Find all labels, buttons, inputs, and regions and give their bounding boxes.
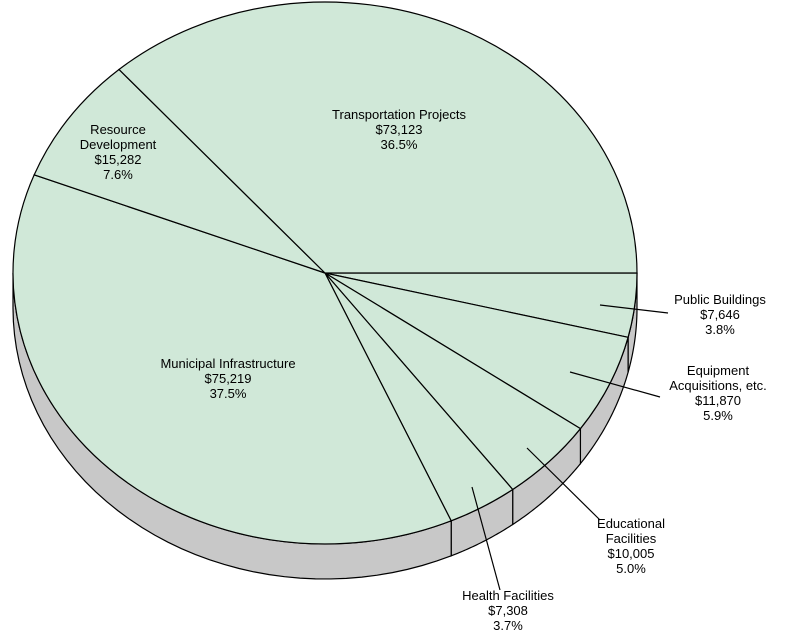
category: Health Facilities — [462, 588, 554, 603]
leader-line — [599, 304, 669, 314]
value-label: $7,308 — [488, 603, 528, 618]
value-label: $7,646 — [700, 307, 740, 322]
percentage-label: 3.7% — [493, 618, 523, 633]
slice-label: Educational Facilities $10,005 5.0% — [597, 516, 665, 576]
value-label: $75,219 — [204, 371, 252, 386]
category: Educational Facilities — [597, 516, 665, 546]
slice — [33, 68, 326, 274]
category: Public Buildings — [674, 292, 766, 307]
slice — [12, 174, 453, 545]
value-label: $73,123 — [375, 122, 423, 137]
percentage-label: 5.9% — [703, 408, 733, 423]
slice-label: Public Buildings $7,646 3.8% — [674, 292, 766, 337]
category: Resource Development — [79, 122, 157, 152]
percentage-label: 3.8% — [705, 322, 735, 337]
slice-label: Transportation Projects $73,123 36.5% — [332, 107, 466, 152]
category: Transportation Projects — [332, 107, 466, 122]
slice-label: Equipment Acquisitions, etc. $11,870 5.9% — [669, 363, 767, 423]
category: Equipment Acquisitions, etc. — [669, 363, 767, 393]
percentage-label: 36.5% — [380, 137, 418, 152]
leader-line — [471, 486, 501, 591]
percentage-label: 7.6% — [103, 167, 133, 182]
percentage-label: 5.0% — [616, 561, 646, 576]
value-label: $11,870 — [694, 393, 742, 408]
slice-label: Health Facilities $7,308 3.7% — [462, 588, 554, 633]
category: Municipal Infrastructure — [160, 356, 296, 371]
leader-line — [526, 447, 601, 521]
slice-label: Municipal Infrastructure $75,219 37.5% — [160, 356, 295, 401]
value-label: $15,282 — [94, 152, 142, 167]
percentage-label: 37.5% — [209, 386, 247, 401]
slice — [118, 1, 638, 274]
leader-lines — [471, 304, 669, 591]
value-label: $10,005 — [607, 546, 655, 561]
leader-line — [569, 371, 661, 398]
slice-label: Resource Development $15,282 7.6% — [80, 122, 157, 182]
